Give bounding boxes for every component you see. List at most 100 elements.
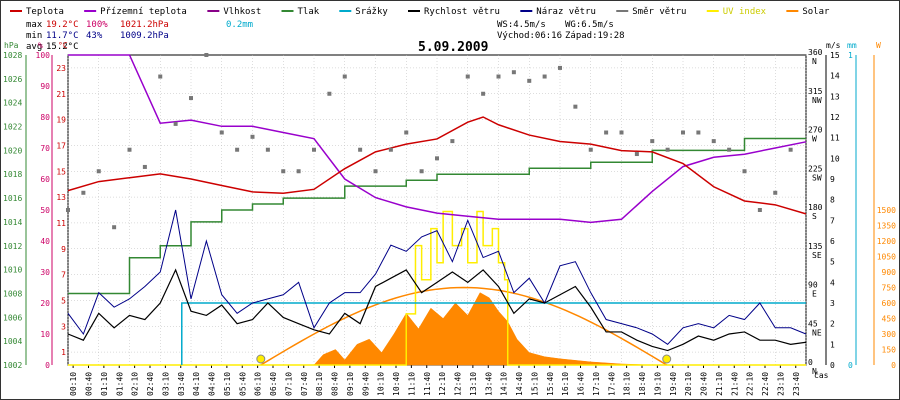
x-tick: 12:10 bbox=[438, 372, 447, 396]
stat-min-label: min bbox=[26, 31, 42, 41]
humidity-tick: 70 bbox=[40, 144, 50, 153]
solar-tick: 1500 bbox=[877, 206, 896, 215]
wind-dir-point bbox=[342, 74, 347, 79]
humidity-tick: 90 bbox=[40, 82, 50, 91]
pressure-tick: 1006 bbox=[3, 313, 22, 322]
pressure-tick: 1016 bbox=[3, 194, 22, 203]
wind-dir-point bbox=[757, 208, 762, 212]
wind-speed-line bbox=[67, 268, 807, 352]
wind-dir-point bbox=[465, 74, 470, 79]
temperature-tick: 23 bbox=[56, 64, 66, 73]
legend-label-temperature: Teplota bbox=[26, 7, 64, 17]
direction-tick-deg: 225 bbox=[808, 164, 823, 173]
pressure-tick: 1020 bbox=[3, 146, 22, 155]
x-tick: 09:40 bbox=[361, 372, 370, 396]
wind-dir-point bbox=[235, 147, 240, 152]
x-tick: 22:40 bbox=[761, 372, 770, 396]
legend-label-uv: UV index bbox=[723, 7, 767, 17]
x-tick: 01:40 bbox=[115, 372, 124, 396]
stat-max-rain: 0.2mm bbox=[226, 20, 253, 30]
solar-axis-unit: W bbox=[876, 41, 881, 50]
info-sunrise: Východ:06:16 bbox=[497, 31, 562, 41]
rain-axis-unit: mm bbox=[847, 41, 857, 50]
wind-dir-point bbox=[527, 78, 532, 83]
wind-dir-point bbox=[250, 134, 255, 139]
wind-dir-point bbox=[711, 139, 716, 144]
humidity-axis-unit: % bbox=[38, 41, 43, 50]
stat-avg-label: avg bbox=[26, 42, 42, 52]
wind-axis-unit: m/s bbox=[826, 41, 841, 50]
pressure-tick: 1024 bbox=[3, 99, 22, 108]
x-tick: 13:40 bbox=[484, 372, 493, 396]
solar-tick: 1050 bbox=[877, 253, 896, 262]
wind-dir-point bbox=[788, 147, 793, 152]
stat-min-pressure: 1009.2hPa bbox=[120, 31, 169, 41]
legend-label-wind_dir: Směr větru bbox=[632, 7, 686, 17]
solar-tick: 150 bbox=[882, 346, 897, 355]
pressure-tick: 1026 bbox=[3, 75, 22, 84]
wind-dir-point bbox=[665, 147, 670, 152]
wind-dir-point bbox=[373, 169, 378, 174]
pressure-axis-unit: hPa bbox=[4, 41, 19, 50]
wind-dir-point bbox=[173, 121, 178, 126]
x-tick: 08:40 bbox=[331, 372, 340, 396]
x-tick: 17:10 bbox=[592, 372, 601, 396]
direction-tick-letter: N bbox=[812, 367, 817, 376]
wind-dir-point bbox=[496, 74, 501, 79]
stat-max-humidity: 100% bbox=[86, 20, 108, 30]
legend-label-precipitation: Srážky bbox=[355, 7, 388, 17]
direction-tick-deg: 360 bbox=[808, 48, 823, 57]
wind-dir-point bbox=[450, 139, 455, 144]
wind-dir-point bbox=[265, 147, 270, 152]
direction-tick-letter: SW bbox=[812, 173, 822, 182]
direction-tick-deg: 45 bbox=[808, 319, 818, 328]
x-tick: 10:40 bbox=[392, 372, 401, 396]
stat-max-pressure: 1021.2hPa bbox=[120, 20, 169, 30]
x-tick: 19:40 bbox=[669, 372, 678, 396]
x-tick: 18:10 bbox=[623, 372, 632, 396]
x-axis-label: čas bbox=[814, 370, 829, 380]
solar-area bbox=[68, 292, 806, 366]
wind-dir-point bbox=[312, 147, 316, 152]
x-tick: 16:10 bbox=[561, 372, 570, 396]
humidity-line bbox=[68, 54, 807, 224]
solar-tick: 300 bbox=[882, 330, 897, 339]
x-tick: 22:10 bbox=[746, 372, 755, 396]
x-tick: 20:40 bbox=[700, 372, 709, 396]
solar-tick: 1200 bbox=[877, 237, 896, 246]
legend-label-gust: Náraz větru bbox=[536, 7, 596, 17]
x-tick: 12:40 bbox=[454, 372, 463, 396]
wind-tick: 12 bbox=[830, 113, 840, 122]
direction-tick-deg: 0 bbox=[808, 358, 813, 367]
x-tick: 11:10 bbox=[407, 372, 416, 396]
wind-dir-point bbox=[404, 130, 409, 135]
temperature-line bbox=[67, 116, 807, 215]
wind-dir-point bbox=[619, 130, 624, 135]
wind-dir-point bbox=[481, 91, 486, 96]
x-tick: 23:40 bbox=[792, 372, 801, 396]
pressure-tick: 1014 bbox=[3, 218, 22, 227]
direction-tick-letter: SE bbox=[812, 251, 822, 260]
wind-tick: 6 bbox=[830, 237, 835, 246]
stat-min-humidity: 43% bbox=[86, 31, 103, 41]
humidity-tick: 10 bbox=[40, 330, 50, 339]
humidity-tick: 30 bbox=[40, 268, 50, 277]
stat-min-temperature: 11.7°C bbox=[46, 31, 79, 41]
wind-tick: 13 bbox=[830, 92, 840, 101]
wind-tick: 14 bbox=[830, 72, 840, 81]
x-tick: 11:40 bbox=[423, 372, 432, 396]
wind-tick: 15 bbox=[830, 51, 840, 60]
x-tick: 04:40 bbox=[208, 372, 217, 396]
pressure-tick: 1008 bbox=[3, 289, 22, 298]
x-tick: 07:10 bbox=[284, 372, 293, 396]
humidity-tick: 0 bbox=[45, 361, 50, 370]
x-tick: 20:10 bbox=[684, 372, 693, 396]
wind-dir-point bbox=[66, 208, 70, 212]
temperature-tick: 13 bbox=[56, 193, 66, 202]
x-tick: 07:40 bbox=[300, 372, 309, 396]
temperature-tick: 7 bbox=[61, 271, 66, 280]
wind-tick: 1 bbox=[830, 340, 835, 349]
x-tick: 15:10 bbox=[530, 372, 539, 396]
wind-dir-point bbox=[681, 130, 685, 135]
